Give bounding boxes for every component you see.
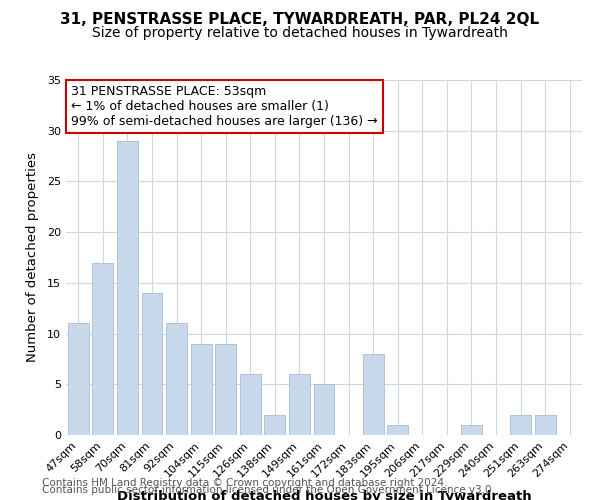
Bar [461,425,482,435]
Bar [68,324,89,435]
Bar [265,414,286,435]
Bar [510,414,531,435]
Bar [117,141,138,435]
Text: Contains HM Land Registry data © Crown copyright and database right 2024.: Contains HM Land Registry data © Crown c… [42,478,448,488]
Text: Contains public sector information licensed under the Open Government Licence v3: Contains public sector information licen… [42,485,495,495]
X-axis label: Distribution of detached houses by size in Tywardreath: Distribution of detached houses by size … [116,490,532,500]
Text: 31, PENSTRASSE PLACE, TYWARDREATH, PAR, PL24 2QL: 31, PENSTRASSE PLACE, TYWARDREATH, PAR, … [61,12,539,28]
Text: Size of property relative to detached houses in Tywardreath: Size of property relative to detached ho… [92,26,508,40]
Bar [92,262,113,435]
Bar [215,344,236,435]
Y-axis label: Number of detached properties: Number of detached properties [26,152,38,362]
Bar [314,384,334,435]
Bar [166,324,187,435]
Bar [240,374,261,435]
Bar [387,425,408,435]
Bar [535,414,556,435]
Text: 31 PENSTRASSE PLACE: 53sqm
← 1% of detached houses are smaller (1)
99% of semi-d: 31 PENSTRASSE PLACE: 53sqm ← 1% of detac… [71,86,378,128]
Bar [142,293,163,435]
Bar [289,374,310,435]
Bar [191,344,212,435]
Bar [362,354,383,435]
